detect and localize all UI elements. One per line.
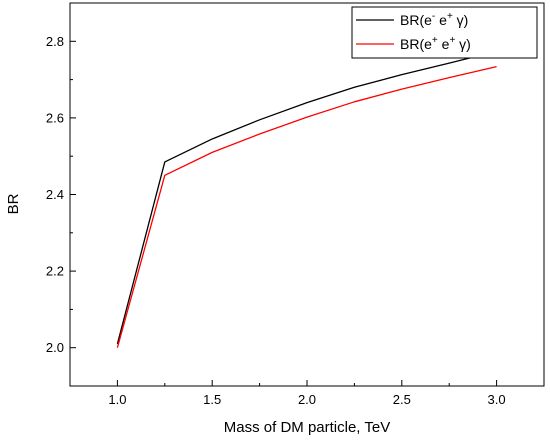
x-tick-label: 2.0 [298,392,316,407]
legend-label-series-1: BR(e- e+ γ) [400,11,468,28]
y-tick-label: 2.8 [46,34,64,49]
legend-label-series-2-sup1: + [432,35,438,46]
legend: BR(e- e+ γ) BR(e+ e+ γ) [351,6,538,59]
plot-frame [69,2,545,387]
legend-label-series-1-sup2: + [447,11,453,22]
legend-label-series-1-part1: BR(e [400,12,432,28]
x-axis-title: Mass of DM particle, TeV [224,419,390,436]
y-tick-label: 2.4 [46,187,64,202]
legend-label-series-1-part3: γ) [453,12,469,28]
x-tick-label: 3.0 [488,392,506,407]
legend-label-series-2-part1: BR(e [400,36,432,52]
x-tick-label: 2.5 [393,392,411,407]
legend-label-series-1-sup1: - [432,11,435,22]
legend-label-series-2-part3: γ) [455,36,471,52]
series-line-1 [116,50,497,345]
x-tick-label: 1.0 [108,392,126,407]
series-lines [116,50,497,348]
x-tick-label: 1.5 [203,392,221,407]
legend-label-series-2-sup2: + [449,35,455,46]
y-tick-label: 2.6 [46,110,64,125]
legend-box [351,6,538,59]
legend-label-series-2: BR(e+ e+ γ) [400,35,471,52]
y-tick-label: 2.0 [46,340,64,355]
legend-label-series-1-part2: e [435,12,447,28]
tick-labels: 1.0 1.5 2.0 2.5 3.0 2.0 2.2 2.4 2.6 2.8 [46,34,506,407]
y-axis-title: BR [5,193,22,214]
legend-label-series-2-part2: e [438,36,450,52]
series-line-2 [116,65,497,348]
y-tick-label: 2.2 [46,264,64,279]
